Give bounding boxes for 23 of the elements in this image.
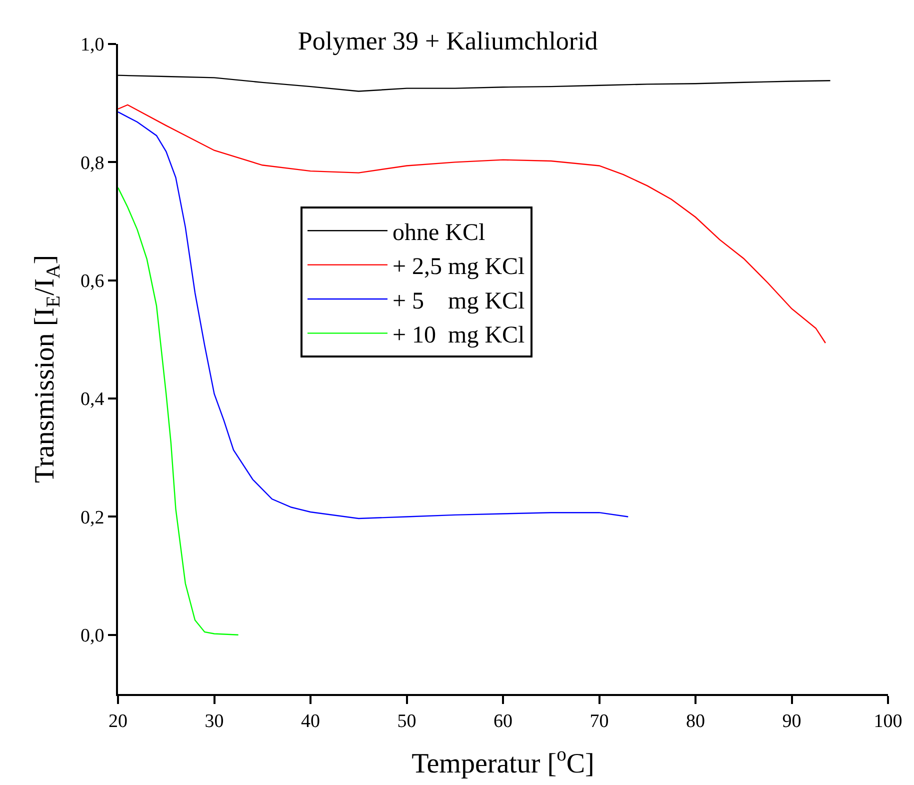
legend-label: ohne KCl <box>392 220 486 246</box>
y-tick-label: 0,0 <box>80 626 104 647</box>
legend-label: + 5 mg KCl <box>392 288 526 314</box>
chart-title: Polymer 39 + Kaliumchlorid <box>298 26 598 56</box>
x-tick-label: 70 <box>590 710 609 732</box>
x-axis-title: Temperatur [$^{o}$C] <box>412 744 594 780</box>
line-series <box>118 186 239 636</box>
y-tick-label: 0,2 <box>80 507 104 528</box>
x-tick-label: 40 <box>301 710 320 732</box>
legend-label: + 2,5 mg KCl <box>392 254 526 280</box>
y-tick-label: 0,4 <box>80 389 105 410</box>
x-tick-label: 20 <box>108 710 128 732</box>
x-tick-label: 50 <box>397 710 416 732</box>
y-tick-label: 1,0 <box>80 34 104 56</box>
line-series <box>118 111 629 520</box>
x-tick-label: 90 <box>782 710 802 732</box>
y-tick-label: 0,8 <box>80 152 104 174</box>
x-tick-label: 30 <box>204 710 224 732</box>
x-tick-label: 80 <box>686 710 705 732</box>
x-tick-label: 100 <box>874 710 902 732</box>
legend-label: + 10 mg KCl <box>392 322 526 349</box>
y-tick-label: 0,6 <box>80 271 104 292</box>
x-tick-label: 60 <box>494 710 512 732</box>
